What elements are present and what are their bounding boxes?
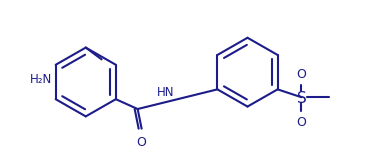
Text: O: O — [296, 67, 306, 81]
Text: HN: HN — [157, 86, 174, 99]
Text: S: S — [296, 91, 306, 106]
Text: O: O — [296, 116, 306, 129]
Text: H₂N: H₂N — [29, 73, 52, 86]
Text: O: O — [137, 136, 146, 148]
